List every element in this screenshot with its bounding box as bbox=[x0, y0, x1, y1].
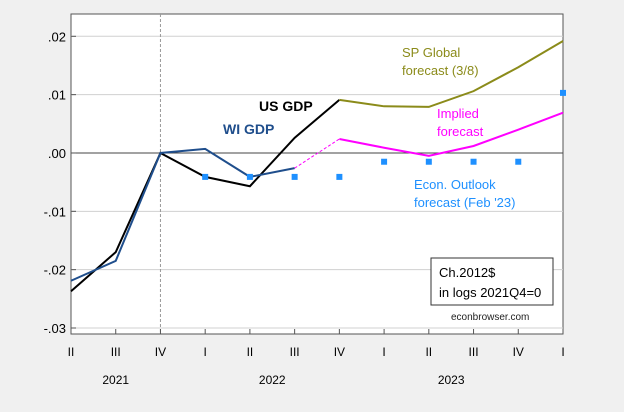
x-tick-label: II bbox=[68, 345, 75, 359]
x-tick-label: III bbox=[290, 345, 300, 359]
marker-econ-outlook-forecast-feb-23 bbox=[291, 173, 298, 180]
y-tick-label: -.02 bbox=[44, 263, 66, 278]
x-year-label: 2022 bbox=[259, 373, 286, 387]
x-year-label: 2023 bbox=[438, 373, 465, 387]
y-tick-label: -.01 bbox=[44, 204, 66, 219]
marker-econ-outlook-forecast-feb-23 bbox=[470, 158, 477, 165]
label-wi-gdp: WI GDP bbox=[223, 121, 274, 137]
units-line-1: Ch.2012$ bbox=[439, 265, 496, 280]
x-tick-label: III bbox=[111, 345, 121, 359]
label-implied-2: forecast bbox=[437, 124, 484, 139]
x-tick-label: II bbox=[247, 345, 254, 359]
marker-econ-outlook-forecast-feb-23 bbox=[560, 89, 566, 96]
marker-econ-outlook-forecast-feb-23 bbox=[515, 158, 522, 165]
y-tick-label: .00 bbox=[48, 146, 66, 161]
x-tick-label: III bbox=[469, 345, 479, 359]
marker-econ-outlook-forecast-feb-23 bbox=[381, 158, 388, 165]
x-tick-label: IV bbox=[513, 345, 524, 359]
y-tick-label: .01 bbox=[48, 88, 66, 103]
label-implied-1: Implied bbox=[437, 106, 479, 121]
x-tick-label: I bbox=[382, 345, 385, 359]
x-tick-label: I bbox=[204, 345, 207, 359]
y-tick-label: .02 bbox=[48, 29, 66, 44]
x-tick-label: IV bbox=[155, 345, 166, 359]
label-sp-global-2: forecast (3/8) bbox=[402, 63, 479, 78]
x-year-label: 2021 bbox=[102, 373, 129, 387]
marker-econ-outlook-forecast-feb-23 bbox=[246, 173, 253, 180]
label-econ-outlook-2: forecast (Feb '23) bbox=[414, 195, 515, 210]
marker-econ-outlook-forecast-feb-23 bbox=[202, 173, 209, 180]
line-implied-forecast-bridge bbox=[294, 138, 340, 169]
units-line-2: in logs 2021Q4=0 bbox=[439, 285, 541, 300]
label-us-gdp: US GDP bbox=[259, 98, 313, 114]
units-box bbox=[430, 257, 554, 306]
source-label: econbrowser.com bbox=[451, 312, 529, 323]
marker-econ-outlook-forecast-feb-23 bbox=[336, 173, 343, 180]
x-tick-label: II bbox=[425, 345, 432, 359]
label-econ-outlook-1: Econ. Outlook bbox=[414, 177, 496, 192]
line-sp-global-forecast-3-8 bbox=[339, 40, 564, 108]
x-tick-label: IV bbox=[334, 345, 345, 359]
x-tick-label: I bbox=[561, 345, 564, 359]
line-implied-forecast bbox=[339, 111, 564, 157]
line-wi-gdp bbox=[70, 147, 295, 282]
label-sp-global-1: SP Global bbox=[402, 45, 460, 60]
marker-econ-outlook-forecast-feb-23 bbox=[425, 158, 432, 165]
y-tick-label: -.03 bbox=[44, 321, 66, 336]
